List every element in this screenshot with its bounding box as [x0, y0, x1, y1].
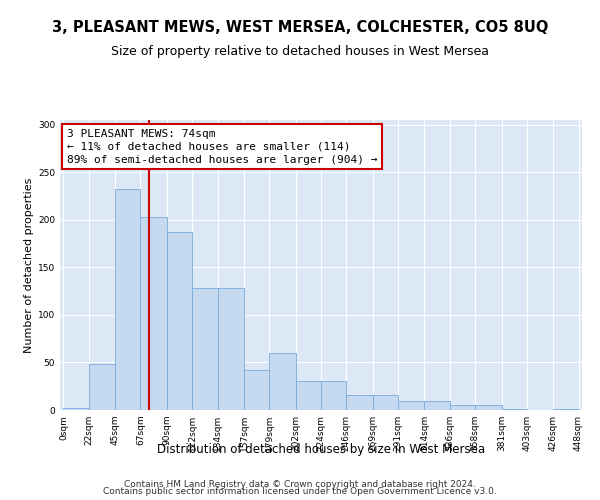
- Bar: [553, 409, 578, 410]
- Bar: [140, 217, 167, 410]
- Bar: [450, 405, 475, 410]
- Text: Size of property relative to detached houses in West Mersea: Size of property relative to detached ho…: [111, 45, 489, 58]
- Text: Contains HM Land Registry data © Crown copyright and database right 2024.: Contains HM Land Registry data © Crown c…: [124, 480, 476, 489]
- Text: Distribution of detached houses by size in West Mersea: Distribution of detached houses by size …: [157, 442, 485, 456]
- Bar: [398, 402, 424, 410]
- Text: Contains public sector information licensed under the Open Government Licence v3: Contains public sector information licen…: [103, 488, 497, 496]
- Bar: [192, 288, 218, 410]
- Bar: [424, 402, 450, 410]
- Bar: [167, 232, 192, 410]
- Bar: [269, 353, 296, 410]
- Bar: [115, 190, 140, 410]
- Bar: [321, 382, 346, 410]
- Bar: [346, 395, 373, 410]
- Bar: [475, 405, 502, 410]
- Bar: [218, 288, 244, 410]
- Text: 3, PLEASANT MEWS, WEST MERSEA, COLCHESTER, CO5 8UQ: 3, PLEASANT MEWS, WEST MERSEA, COLCHESTE…: [52, 20, 548, 35]
- Bar: [296, 382, 321, 410]
- Bar: [373, 395, 398, 410]
- Bar: [64, 408, 89, 410]
- Bar: [502, 409, 527, 410]
- Y-axis label: Number of detached properties: Number of detached properties: [24, 178, 34, 352]
- Bar: [89, 364, 115, 410]
- Bar: [244, 370, 269, 410]
- Text: 3 PLEASANT MEWS: 74sqm
← 11% of detached houses are smaller (114)
89% of semi-de: 3 PLEASANT MEWS: 74sqm ← 11% of detached…: [67, 128, 377, 165]
